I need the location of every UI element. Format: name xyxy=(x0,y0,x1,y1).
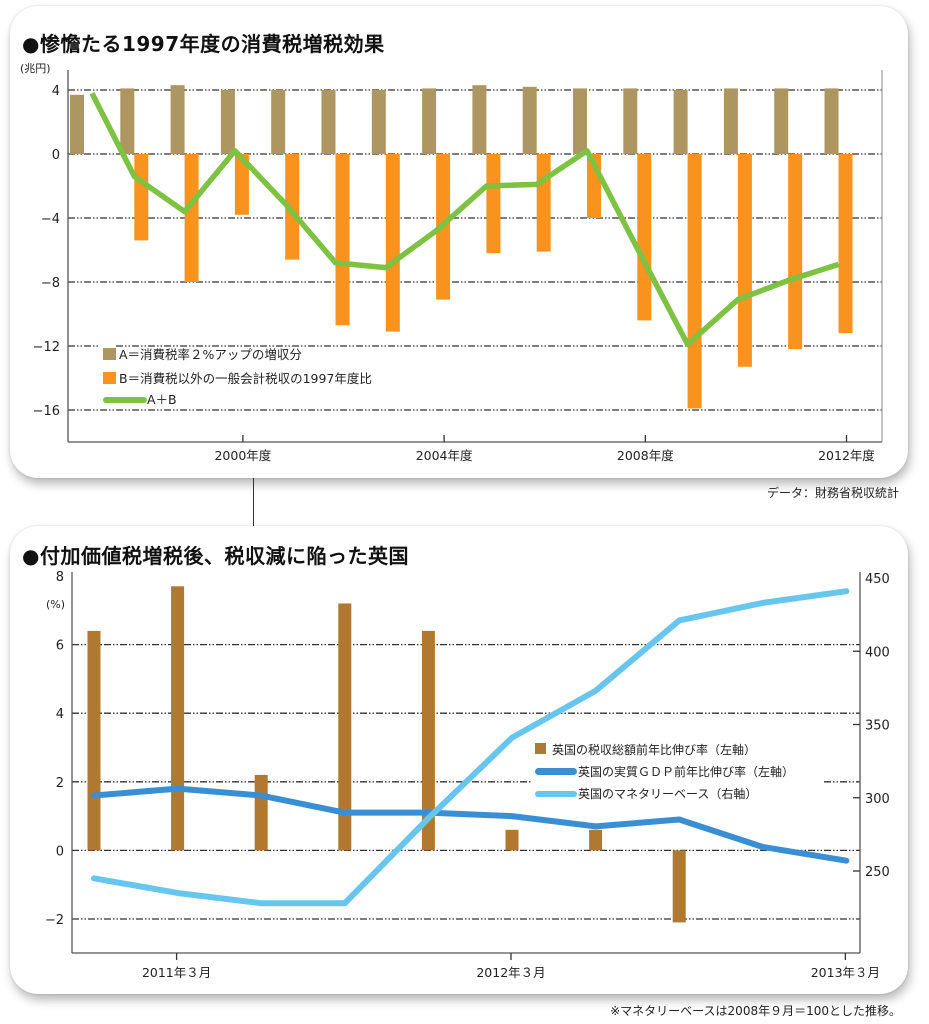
panel-connector-line xyxy=(253,478,254,530)
chart-title-japan: ●惨憺たる1997年度の消費税増税効果 xyxy=(22,32,385,56)
chart-panel-japan xyxy=(10,6,908,478)
chart-title-uk: ●付加価値税増税後、税収減に陥った英国 xyxy=(22,544,409,568)
chart-panel-uk xyxy=(10,526,908,994)
source-note-japan: データ：財務省税収統計 xyxy=(766,486,899,500)
source-note-uk: ※マネタリーベースは2008年９月＝100とした推移。 xyxy=(610,1004,901,1018)
